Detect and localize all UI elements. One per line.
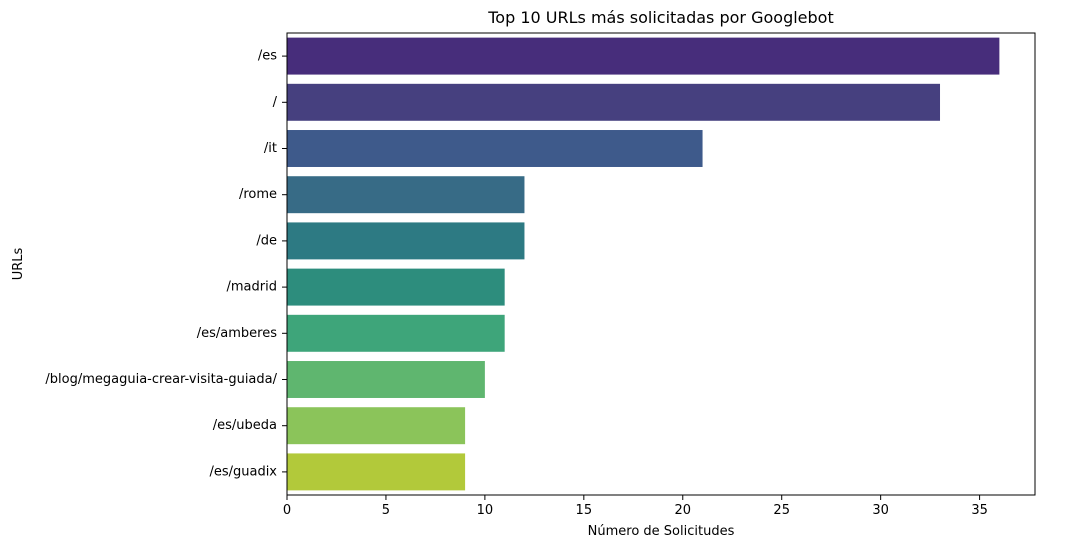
x-tick-label: 25: [773, 503, 790, 518]
bar: [287, 37, 1000, 75]
x-tick-label: 35: [971, 503, 988, 518]
bar: [287, 83, 941, 121]
bar: [287, 361, 485, 398]
x-tick-label: 20: [674, 503, 691, 518]
y-tick-label: /it: [264, 141, 277, 156]
y-tick-label: /de: [256, 233, 277, 248]
plot-frame: [286, 32, 1036, 496]
x-tick-label: 10: [477, 503, 494, 518]
bar: [287, 268, 505, 306]
bar: [287, 407, 466, 445]
chart-title: Top 10 URLs más solicitadas por Googlebo…: [487, 8, 833, 27]
x-axis-label: Número de Solicitudes: [588, 524, 735, 539]
x-tick-label: 15: [576, 503, 593, 518]
bar: [287, 222, 525, 260]
y-axis-label: URLs: [11, 247, 26, 280]
bar: [287, 176, 525, 214]
y-tick-label: /es/ubeda: [213, 418, 277, 433]
y-tick-label: /rome: [239, 187, 277, 202]
y-tick-label: /es: [258, 49, 277, 64]
bars-layer: [287, 37, 1000, 491]
y-tick-label: /: [273, 95, 278, 110]
y-tick-label: /es/amberes: [197, 326, 277, 341]
y-tick-label: /es/guadix: [209, 464, 277, 479]
x-tick-label: 0: [283, 503, 291, 518]
x-tick-label: 30: [872, 503, 889, 518]
bar: [287, 130, 703, 167]
bar: [287, 453, 466, 491]
y-tick-labels: /es / /it/rome/de/madrid/es/amberes/blog/m…: [45, 49, 287, 479]
y-tick-label: /madrid: [227, 280, 277, 295]
x-ticks: 0 5 10 15 20 25 30 35: [283, 495, 988, 518]
x-tick-label: 5: [382, 503, 390, 518]
y-tick-label: /blog/megaguia-crear-visita-guiada/: [45, 372, 277, 387]
bar: [287, 314, 505, 352]
